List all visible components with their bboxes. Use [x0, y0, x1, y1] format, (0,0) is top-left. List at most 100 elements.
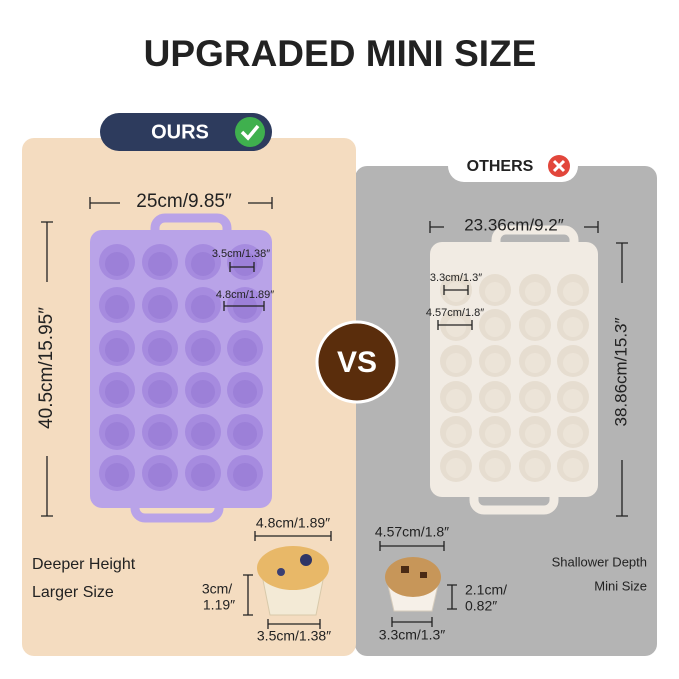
check-icon [235, 117, 265, 147]
muffin-top-size: 4.8cm/1.89″ [256, 515, 330, 531]
others-cup-bottom [446, 317, 466, 337]
cup-diameter: 3.5cm/1.38″ [212, 248, 270, 260]
others-cup-bottom [485, 458, 505, 478]
cup-diameter: 3.3cm/1.3″ [430, 272, 482, 284]
cup-line [229, 262, 255, 272]
chocolate-chip [420, 572, 427, 578]
muffin-height: 0.82″ [465, 598, 497, 614]
muffin-bottom-line [267, 619, 321, 629]
others-cup-bottom [485, 424, 505, 444]
ours-width: 25cm/9.85″ [136, 191, 232, 212]
ours-cup-bottom [191, 380, 215, 404]
others-badge-label: OTHERS [467, 158, 534, 175]
ours-cup-bottom [105, 463, 129, 487]
muffin-top-line [379, 541, 445, 551]
ours-cup-bottom [105, 422, 129, 446]
others-height-line [616, 242, 628, 517]
ours-cup-bottom [233, 380, 257, 404]
muffin-top [257, 546, 329, 590]
others-cup-bottom [525, 317, 545, 337]
cup-line [437, 320, 473, 330]
others-cup-bottom [525, 458, 545, 478]
ours-cup-bottom [148, 380, 172, 404]
cup-line [223, 301, 265, 311]
others-cup-bottom [485, 353, 505, 373]
ours-cup-bottom [148, 422, 172, 446]
blueberry [277, 568, 285, 576]
muffin-top-size: 4.57cm/1.8″ [375, 524, 449, 540]
muffin-bottom-line [391, 617, 433, 627]
ours-cup-bottom [233, 463, 257, 487]
others-cup-bottom [446, 389, 466, 409]
others-cup-bottom [446, 424, 466, 444]
ours-cup-bottom [105, 252, 129, 276]
check-mark [240, 124, 260, 141]
cross-mark [552, 159, 566, 173]
others-width-line [429, 221, 599, 233]
ours-badge [100, 113, 272, 151]
muffin-height: 1.19″ [203, 597, 235, 613]
muffin-top-line [254, 531, 332, 541]
ours-cup-bottom [233, 338, 257, 362]
others-cup-bottom [446, 353, 466, 373]
pans [90, 213, 598, 523]
others-cup-bottom [525, 282, 545, 302]
others-height: 38.86cm/15.3″ [611, 317, 630, 426]
cup-diameter: 4.57cm/1.8″ [426, 307, 484, 319]
ours-cup-bottom [233, 422, 257, 446]
muffin-bottom-size: 3.5cm/1.38″ [257, 628, 331, 644]
others-cup-bottom [563, 458, 583, 478]
ours-height: 40.5cm/15.95″ [36, 307, 57, 429]
feature: Shallower Depth [552, 554, 647, 569]
ours-cup-bottom [191, 338, 215, 362]
ours-cup-bottom [148, 463, 172, 487]
others-cup-bottom [563, 424, 583, 444]
others-cup-bottom [563, 317, 583, 337]
ours-cup-bottom [191, 422, 215, 446]
cup-diameter: 4.8cm/1.89″ [216, 289, 274, 301]
others-cup-bottom [485, 389, 505, 409]
ours-width-line [89, 197, 273, 209]
ours-cup-bottom [105, 338, 129, 362]
ours-cup-bottom [191, 252, 215, 276]
others-cup-bottom [563, 282, 583, 302]
muffin-height: 3cm/ [202, 581, 232, 597]
ours-cup-bottom [191, 463, 215, 487]
ours-pan [90, 230, 272, 508]
feature: Larger Size [32, 584, 114, 601]
others-pan [430, 242, 598, 497]
others-cup-bottom [485, 282, 505, 302]
muffin-height-line [447, 584, 457, 610]
cup-line [443, 285, 469, 295]
others-cup-bottom [446, 458, 466, 478]
others-width: 23.36cm/9.2″ [464, 215, 564, 234]
ours-cup-bottom [148, 252, 172, 276]
others-cup-bottom [563, 389, 583, 409]
ours-cup-bottom [105, 295, 129, 319]
muffin-height-line [243, 574, 253, 616]
title: UPGRADED MINI SIZE [144, 33, 537, 74]
feature: Mini Size [594, 578, 647, 593]
ours-cup-bottom [233, 252, 257, 276]
ours-cup-bottom [105, 380, 129, 404]
others-cup-bottom [525, 353, 545, 373]
ours-badge-label: OURS [151, 121, 209, 143]
ours-height-line [41, 221, 53, 517]
others-badge [448, 150, 578, 182]
ours-cup-bottom [191, 295, 215, 319]
vs-circle [315, 320, 399, 404]
others-cup-bottom [446, 282, 466, 302]
others-cup-bottom [525, 424, 545, 444]
muffin-height: 2.1cm/ [465, 582, 507, 598]
ours-cup-bottom [233, 295, 257, 319]
others-cup-bottom [485, 317, 505, 337]
chocolate-chip [401, 566, 409, 573]
ours-cup-bottom [148, 295, 172, 319]
muffin-top [385, 557, 441, 597]
muffin-bottom-size: 3.3cm/1.3″ [379, 627, 445, 643]
others-cup-bottom [563, 353, 583, 373]
blueberry [300, 554, 312, 566]
vs-label: VS [337, 346, 377, 379]
